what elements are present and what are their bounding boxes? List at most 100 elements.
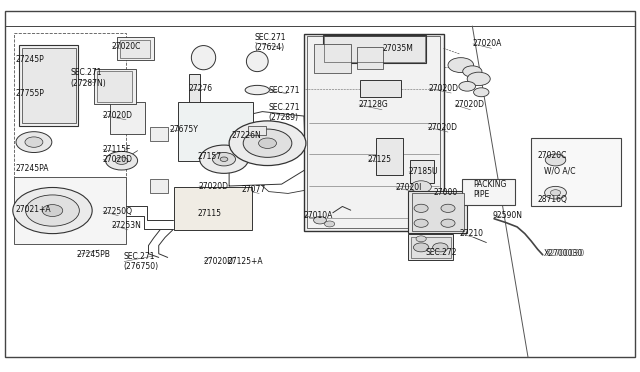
- Circle shape: [459, 81, 476, 91]
- Circle shape: [463, 66, 482, 77]
- Text: 27675Y: 27675Y: [170, 125, 198, 134]
- Circle shape: [414, 219, 428, 227]
- Bar: [189, 74, 200, 105]
- Bar: [248, 126, 266, 135]
- Circle shape: [550, 190, 561, 196]
- Bar: [120, 40, 150, 58]
- Text: 27020I: 27020I: [396, 183, 422, 192]
- Bar: [462, 179, 515, 205]
- Text: SEC.271
(27289): SEC.271 (27289): [269, 103, 300, 122]
- Circle shape: [411, 181, 431, 193]
- Text: W/O A/C: W/O A/C: [544, 167, 575, 176]
- Circle shape: [414, 204, 428, 212]
- Bar: [19, 45, 78, 126]
- Bar: [110, 102, 145, 134]
- Text: 27276: 27276: [189, 84, 213, 93]
- Bar: [178, 102, 253, 161]
- Bar: [14, 177, 126, 244]
- Text: 27020D: 27020D: [428, 123, 458, 132]
- Text: 27210: 27210: [460, 229, 484, 238]
- Text: 27010A: 27010A: [304, 211, 333, 220]
- Text: 27185U: 27185U: [408, 167, 438, 176]
- Bar: [314, 44, 351, 73]
- Bar: [97, 71, 132, 102]
- Text: 27020A: 27020A: [472, 39, 502, 48]
- Bar: [150, 127, 168, 141]
- Text: SEC.271
(276750): SEC.271 (276750): [124, 252, 159, 271]
- Ellipse shape: [246, 51, 268, 72]
- Bar: [307, 36, 440, 228]
- Circle shape: [106, 151, 138, 170]
- Text: 27020D: 27020D: [204, 257, 234, 266]
- Circle shape: [16, 132, 52, 153]
- Text: 27020D: 27020D: [102, 111, 132, 120]
- Bar: [411, 237, 451, 258]
- Ellipse shape: [191, 46, 216, 70]
- Bar: [324, 36, 425, 62]
- Text: X2700030: X2700030: [544, 249, 583, 258]
- Text: 27035M: 27035M: [383, 44, 413, 53]
- Circle shape: [441, 204, 455, 212]
- Circle shape: [25, 137, 43, 147]
- Circle shape: [416, 236, 426, 242]
- Circle shape: [441, 219, 455, 227]
- Text: 27020D: 27020D: [198, 182, 228, 190]
- Text: 27020D: 27020D: [102, 155, 132, 164]
- Circle shape: [212, 153, 236, 166]
- Text: 27000: 27000: [434, 188, 458, 197]
- Text: 27245P: 27245P: [16, 55, 45, 64]
- Bar: [323, 35, 426, 63]
- Circle shape: [324, 221, 335, 227]
- Bar: [357, 46, 383, 69]
- Text: 27245PA: 27245PA: [16, 164, 49, 173]
- Bar: [408, 191, 467, 232]
- Text: 27115F: 27115F: [102, 145, 131, 154]
- Circle shape: [467, 72, 490, 86]
- Bar: [22, 48, 76, 123]
- Text: 27020D: 27020D: [429, 84, 459, 93]
- Text: 27125+A: 27125+A: [227, 257, 263, 266]
- Text: SEC.272: SEC.272: [426, 248, 457, 257]
- Text: 27226N: 27226N: [232, 131, 261, 140]
- Text: 27245PB: 27245PB: [77, 250, 111, 259]
- Text: 27077: 27077: [242, 185, 266, 194]
- Circle shape: [259, 138, 276, 148]
- Text: 27020C: 27020C: [112, 42, 141, 51]
- Circle shape: [545, 154, 566, 166]
- Text: 27250Q: 27250Q: [102, 207, 132, 216]
- Text: 27755P: 27755P: [16, 89, 45, 97]
- Text: 27125: 27125: [368, 155, 392, 164]
- Text: 92590N: 92590N: [493, 211, 523, 220]
- Text: 27020D: 27020D: [454, 100, 484, 109]
- Circle shape: [229, 121, 306, 166]
- Circle shape: [26, 195, 79, 226]
- Circle shape: [545, 186, 566, 199]
- Bar: [304, 34, 444, 231]
- Circle shape: [115, 157, 128, 164]
- Bar: [412, 193, 464, 231]
- Bar: [150, 179, 168, 193]
- Bar: [408, 234, 453, 260]
- Text: 27020C: 27020C: [538, 151, 567, 160]
- Text: SEC.271
(27287N): SEC.271 (27287N): [70, 68, 106, 88]
- Text: 27157: 27157: [197, 152, 221, 161]
- Circle shape: [220, 157, 228, 161]
- Text: 27115: 27115: [197, 209, 221, 218]
- Ellipse shape: [245, 86, 269, 95]
- Text: 27128G: 27128G: [358, 100, 388, 109]
- Circle shape: [13, 187, 92, 234]
- Text: SEC.271
(27624): SEC.271 (27624): [255, 33, 286, 52]
- Circle shape: [243, 129, 292, 157]
- Bar: [174, 187, 252, 230]
- Text: PACKING
PIPE: PACKING PIPE: [474, 180, 507, 199]
- Circle shape: [413, 243, 429, 252]
- Circle shape: [314, 217, 326, 224]
- Text: X2700030: X2700030: [545, 249, 584, 258]
- Bar: [410, 160, 434, 183]
- Bar: [94, 69, 136, 104]
- Circle shape: [42, 205, 63, 217]
- Text: 27021+A: 27021+A: [16, 205, 52, 214]
- Circle shape: [433, 243, 448, 252]
- Bar: [360, 80, 401, 97]
- Text: 28716Q: 28716Q: [538, 195, 568, 203]
